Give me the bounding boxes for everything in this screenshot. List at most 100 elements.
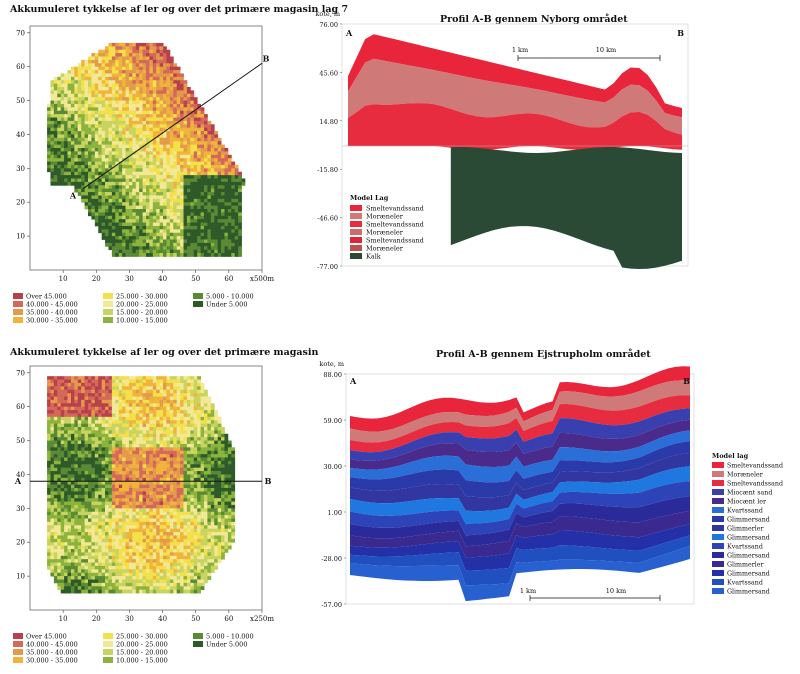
- map-cell: [115, 178, 120, 183]
- map-cell: [125, 56, 130, 61]
- map-cell: [81, 70, 85, 74]
- map-cell: [176, 154, 181, 159]
- map-cell: [91, 386, 96, 391]
- map-cell: [53, 90, 58, 95]
- map-cell: [200, 205, 205, 210]
- map-cell: [190, 225, 195, 230]
- map-cell: [156, 239, 161, 244]
- map-cell: [50, 144, 55, 149]
- map-cell: [50, 525, 55, 530]
- map-cell: [57, 416, 62, 421]
- map-cell: [74, 423, 79, 428]
- map-cell: [221, 209, 225, 213]
- map-cell: [159, 134, 164, 139]
- map-cell: [122, 420, 126, 425]
- map-cell: [146, 42, 150, 47]
- map-cell: [142, 501, 147, 506]
- map-cell: [142, 56, 147, 61]
- map-cell: [163, 148, 167, 152]
- map-cell: [53, 141, 58, 146]
- map-cell: [128, 379, 133, 384]
- map-cell: [91, 504, 96, 509]
- map-cell: [98, 393, 103, 397]
- map-cell: [101, 403, 106, 408]
- map-cell: [50, 396, 55, 401]
- map-cell: [84, 376, 89, 380]
- map-cell: [60, 538, 65, 543]
- map-cell: [146, 56, 150, 61]
- map-cell: [156, 542, 161, 547]
- map-cell: [146, 443, 150, 448]
- map-cell: [139, 120, 143, 125]
- map-cell: [81, 90, 85, 95]
- map-cell: [60, 87, 65, 91]
- map-cell: [146, 83, 150, 88]
- map-cell: [122, 423, 126, 428]
- map-cell: [125, 433, 130, 438]
- map-cell: [108, 549, 113, 553]
- map-cell: [163, 225, 167, 230]
- map-cell: [132, 504, 137, 509]
- map-cell: [142, 576, 147, 580]
- map-cell: [118, 521, 123, 526]
- map-cell: [105, 97, 109, 101]
- map-cell: [227, 158, 232, 162]
- map-cell: [135, 144, 140, 149]
- map-cell: [98, 168, 103, 173]
- map-cell: [135, 63, 140, 68]
- map-cell: [128, 175, 133, 179]
- map-cell: [122, 73, 126, 78]
- map-cell: [105, 127, 109, 132]
- map-cell: [207, 164, 212, 169]
- map-cell: [159, 124, 164, 129]
- map-cell: [152, 437, 157, 441]
- section-label-a: A: [69, 191, 77, 201]
- map-cell: [74, 521, 79, 526]
- map-cell: [88, 504, 92, 509]
- map-cell: [77, 437, 82, 441]
- map-cell: [204, 161, 208, 166]
- map-cell: [122, 63, 126, 68]
- map-cell: [74, 559, 79, 563]
- map-cell: [57, 423, 62, 428]
- map-cell: [180, 158, 184, 162]
- map-cell: [115, 212, 120, 217]
- map-cell: [81, 542, 85, 547]
- map-cell: [156, 488, 161, 492]
- map-cell: [163, 569, 167, 574]
- map-cell: [152, 103, 157, 108]
- map-cell: [74, 484, 79, 489]
- map-cell: [115, 389, 120, 394]
- map-cell: [50, 389, 55, 394]
- map-cell: [193, 202, 198, 207]
- map-cell: [159, 481, 164, 486]
- map-cell: [139, 406, 143, 411]
- map-cell: [152, 504, 157, 509]
- map-cell: [64, 420, 68, 425]
- map-cell: [64, 572, 68, 577]
- map-cell: [122, 525, 126, 530]
- map-cell: [122, 185, 126, 190]
- map-cell: [67, 549, 72, 553]
- map-cell: [98, 229, 103, 234]
- map-cell: [166, 249, 171, 254]
- map-cell: [135, 249, 140, 254]
- map-cell: [118, 175, 123, 179]
- map-cell: [207, 124, 212, 129]
- map-cell: [64, 87, 68, 91]
- map-cell: [98, 491, 103, 496]
- map-cell: [149, 42, 154, 47]
- map-cell: [142, 137, 147, 142]
- map-cell: [135, 443, 140, 448]
- map-cell: [105, 144, 109, 149]
- map-cell: [47, 457, 51, 462]
- map-cell: [125, 229, 130, 234]
- map-cell: [118, 144, 123, 149]
- map-cell: [128, 70, 133, 74]
- map-cell: [193, 181, 198, 186]
- map-cell: [166, 120, 171, 125]
- map-cell: [60, 379, 65, 384]
- map-cell: [50, 120, 55, 125]
- map-cell: [200, 222, 205, 227]
- map-cell: [163, 110, 167, 115]
